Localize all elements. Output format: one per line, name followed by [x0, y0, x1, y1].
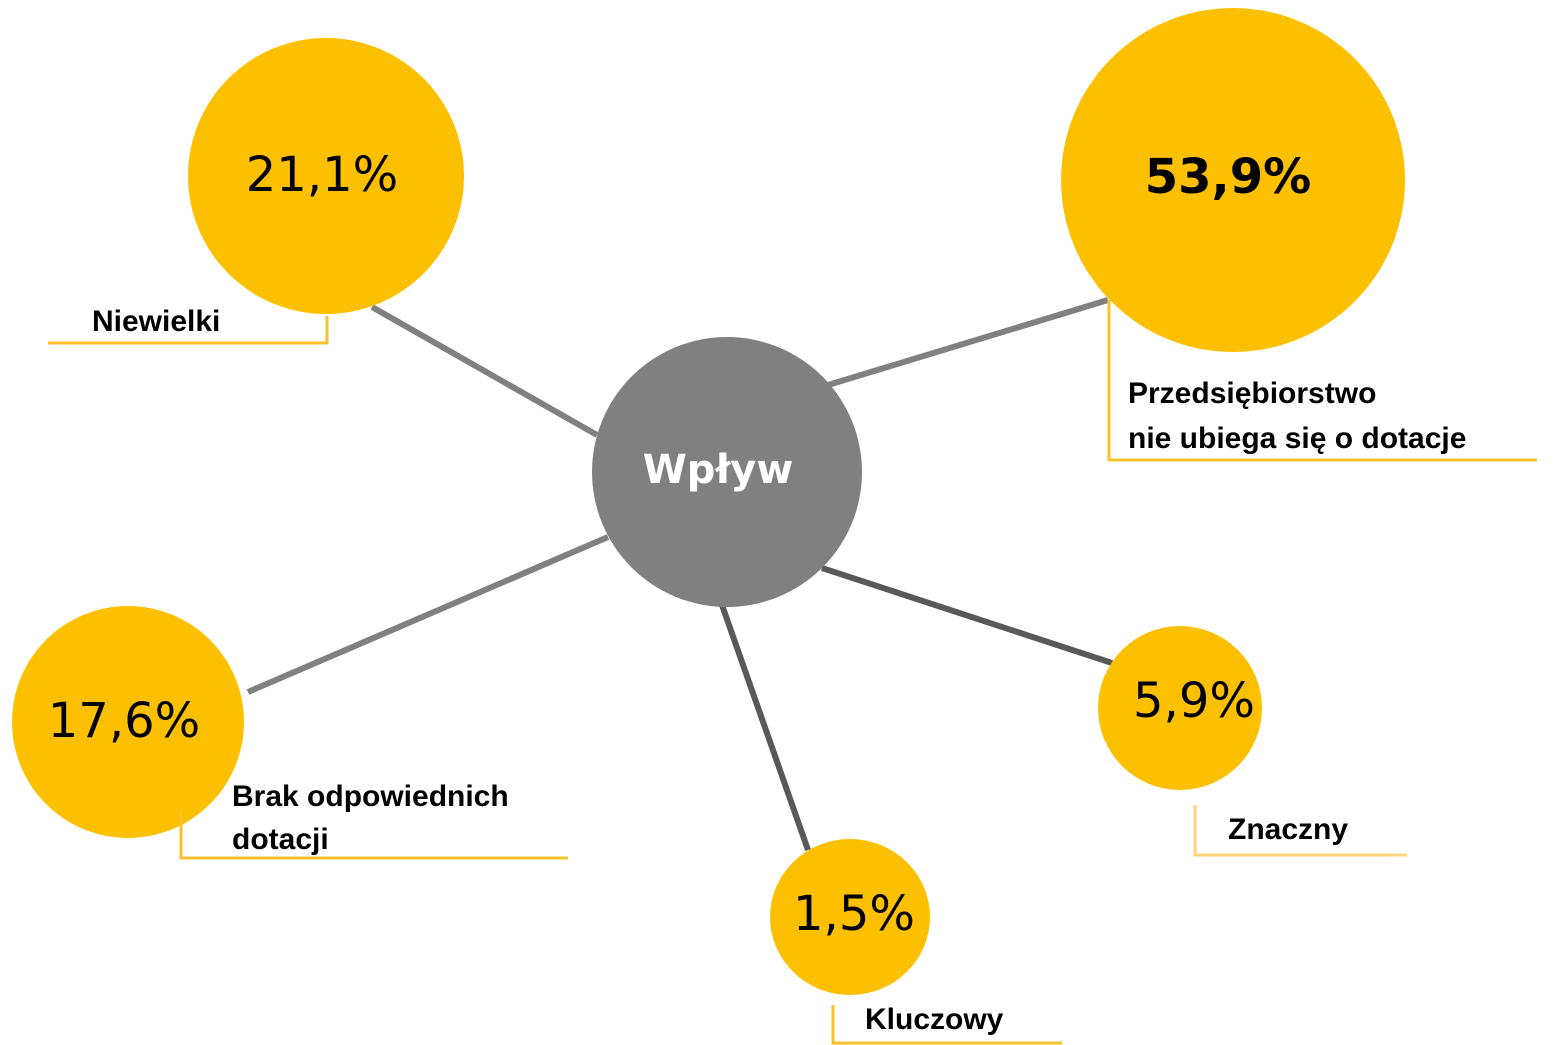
node-circle	[188, 38, 464, 314]
node-value: 21,1%	[246, 147, 398, 203]
node-circle	[12, 606, 244, 838]
label-bracket	[1193, 805, 1407, 857]
node-label: Brak odpowiednich	[232, 780, 509, 813]
node-circle	[770, 839, 930, 995]
connector	[246, 534, 610, 695]
node-circle	[1061, 8, 1405, 352]
node-value: 1,5%	[793, 886, 915, 942]
node-label: Kluczowy	[865, 1003, 1004, 1036]
label-bracket	[831, 1005, 1062, 1045]
node-label: Przedsiębiorstwo	[1128, 377, 1376, 410]
node-label: Niewielki	[92, 305, 220, 338]
node-circle	[1098, 626, 1262, 790]
connectors	[246, 297, 1113, 851]
node-value: 53,9%	[1145, 149, 1312, 205]
label-bracket	[179, 810, 568, 860]
label-bracket	[48, 316, 329, 345]
connector	[821, 565, 1113, 666]
node-label: nie ubiega się o dotacje	[1128, 422, 1466, 455]
node-label: Znaczny	[1228, 813, 1348, 846]
node-value: 17,6%	[48, 693, 200, 749]
node-value: 5,9%	[1133, 673, 1255, 729]
center-label: Wpływ	[643, 447, 794, 493]
connector	[370, 304, 599, 438]
connector	[827, 297, 1109, 388]
connector	[719, 604, 811, 851]
center-node	[592, 337, 862, 607]
label-bracket	[1107, 300, 1537, 462]
node-label: dotacji	[232, 823, 329, 856]
